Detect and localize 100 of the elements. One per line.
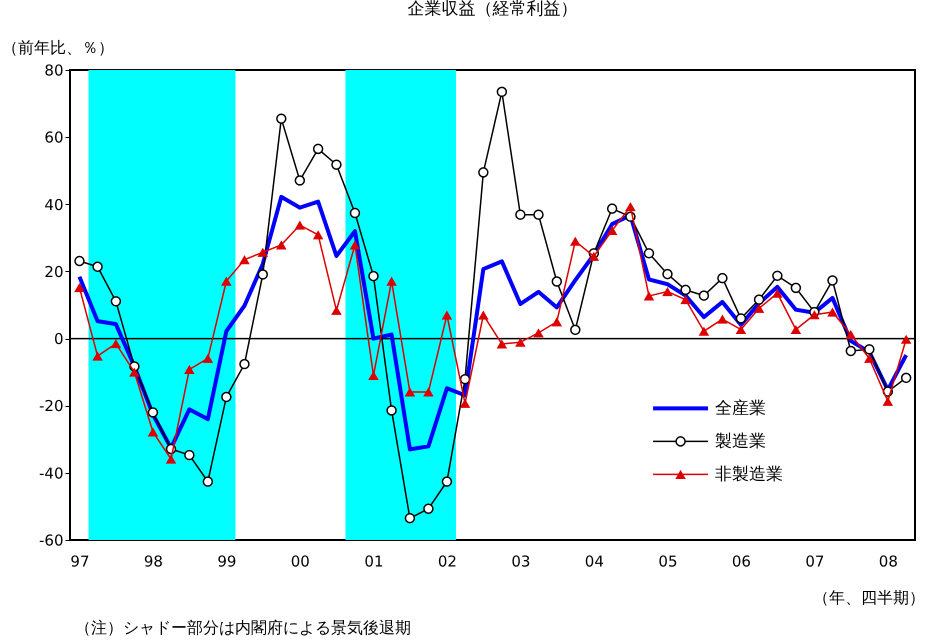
- point: [239, 255, 250, 264]
- y-tick-label: 40: [44, 196, 64, 214]
- point: [148, 407, 158, 418]
- x-tick-label: 08: [878, 552, 898, 570]
- point: [515, 209, 526, 220]
- point: [221, 392, 232, 402]
- y-tick-label: -20: [39, 397, 64, 416]
- point: [258, 269, 268, 280]
- x-tick-label: 01: [364, 552, 384, 570]
- point: [478, 167, 489, 178]
- point: [276, 240, 287, 250]
- point: [900, 334, 912, 344]
- point: [148, 427, 158, 436]
- y-tick-label: 80: [44, 62, 64, 80]
- point: [276, 113, 287, 124]
- text: （注）シャドー部分は内閣府による景気後退期: [75, 618, 411, 637]
- point: [331, 159, 342, 170]
- point: [698, 290, 710, 301]
- point: [350, 240, 360, 250]
- x-tick-label: 04: [584, 552, 604, 570]
- point: [790, 324, 802, 334]
- point: [552, 317, 562, 326]
- point: [680, 284, 691, 296]
- x-tick-label: 03: [511, 552, 530, 570]
- point: [736, 313, 746, 324]
- point: [442, 476, 452, 487]
- point: [809, 310, 820, 320]
- point: [900, 372, 912, 384]
- point: [644, 248, 654, 259]
- y-axis-title: （前年比、％）: [2, 38, 114, 57]
- point: [772, 288, 783, 298]
- point: [736, 324, 746, 334]
- point: [846, 330, 856, 340]
- point: [460, 398, 470, 408]
- point: [606, 226, 618, 236]
- point: [864, 354, 875, 363]
- point: [460, 374, 470, 384]
- point: [790, 282, 802, 294]
- point: [644, 291, 654, 300]
- x-tick-label: 00: [290, 552, 310, 570]
- point: [110, 339, 122, 348]
- point: [662, 268, 673, 280]
- point: [570, 236, 581, 246]
- point: [423, 504, 434, 514]
- x-tick-label: 07: [805, 552, 824, 570]
- x-tick-label: 06: [732, 552, 751, 570]
- x-axis-title: （年、四半期）: [813, 588, 925, 607]
- point: [92, 262, 103, 272]
- point: [864, 344, 875, 355]
- point: [882, 396, 894, 406]
- point: [331, 306, 342, 315]
- point: [496, 86, 508, 98]
- point: [442, 310, 452, 320]
- point: [312, 230, 324, 240]
- point: [202, 354, 214, 363]
- point: [772, 270, 783, 282]
- y-tick-label: 60: [44, 128, 64, 147]
- point: [754, 294, 764, 305]
- point: [698, 326, 710, 336]
- point: [423, 387, 434, 396]
- point: [368, 270, 379, 282]
- x-tick-label: 98: [144, 552, 163, 570]
- y-tick-label: -60: [39, 532, 64, 550]
- point: [827, 275, 838, 286]
- point: [606, 203, 618, 214]
- point: [74, 283, 85, 292]
- point: [312, 144, 324, 154]
- point: [717, 314, 728, 324]
- y-tick-label: 20: [44, 262, 64, 281]
- point: [110, 296, 122, 307]
- x-tick-label: 02: [438, 552, 457, 570]
- x-tick-label: 97: [70, 552, 90, 570]
- point: [184, 364, 195, 374]
- point: [827, 308, 838, 317]
- point: [533, 209, 544, 220]
- point: [515, 338, 526, 347]
- point: [386, 405, 397, 416]
- point: [570, 324, 581, 336]
- x-tick-label: 99: [217, 552, 236, 570]
- point: [129, 368, 140, 377]
- point: [294, 220, 306, 230]
- point: [202, 476, 214, 487]
- legend-label: 製造業: [715, 431, 766, 452]
- point: [552, 276, 562, 287]
- point: [846, 346, 856, 356]
- point: [680, 295, 691, 304]
- point: [386, 276, 397, 286]
- point: [588, 252, 600, 261]
- y-tick-label: 0: [54, 330, 64, 348]
- point: [258, 248, 268, 257]
- point: [166, 454, 176, 464]
- legend-label: 全産業: [715, 398, 766, 418]
- point: [92, 351, 103, 361]
- chart-title: 企業収益（経常利益）: [408, 0, 578, 19]
- point: [662, 287, 673, 296]
- point: [184, 450, 195, 460]
- point: [478, 310, 489, 320]
- point: [404, 387, 416, 396]
- point: [754, 304, 764, 313]
- x-tick-label: 05: [658, 552, 678, 570]
